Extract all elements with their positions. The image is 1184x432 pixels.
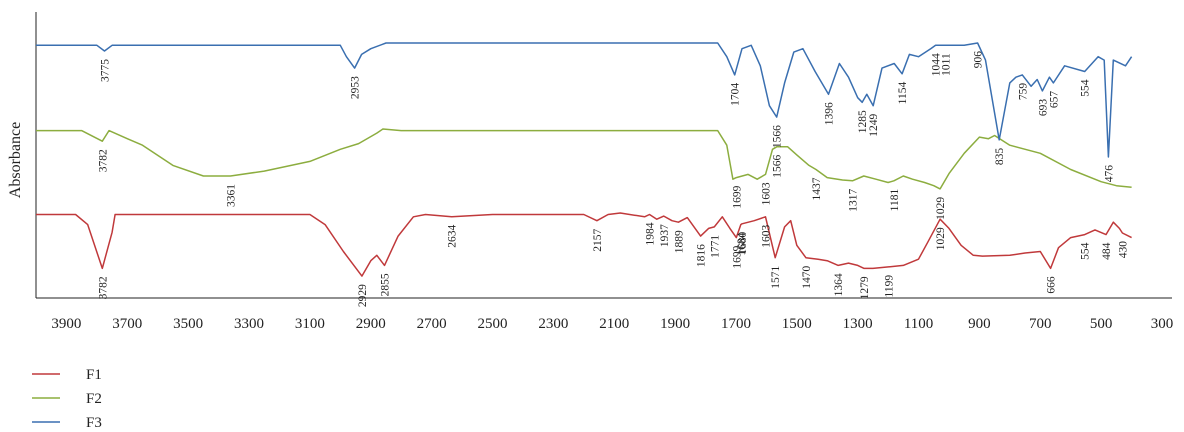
x-tick-label: 2700 <box>417 316 447 332</box>
peak-label: 554 <box>1080 79 1092 97</box>
peak-label: 1154 <box>897 82 909 105</box>
peak-label: 2929 <box>357 284 369 307</box>
x-tick-label: 2500 <box>477 316 507 332</box>
legend-label-f3: F3 <box>86 415 102 431</box>
peak-label: 1571 <box>770 265 782 288</box>
series-lines <box>36 42 1133 277</box>
peak-label: 1249 <box>868 113 880 136</box>
legend: F1 F2 F3 <box>32 367 102 431</box>
peak-label: 2953 <box>350 76 362 99</box>
peak-label: 430 <box>1117 241 1129 259</box>
x-tick-label: 1300 <box>843 316 873 332</box>
peak-label: 1011 <box>941 53 953 76</box>
x-tick-label: 3700 <box>112 316 142 332</box>
peak-label: 2855 <box>380 273 392 296</box>
peak-label: 1396 <box>824 102 836 125</box>
peak-label: 1684 <box>736 232 748 255</box>
peak-label: 1889 <box>673 230 685 253</box>
peak-label: 3361 <box>226 184 238 207</box>
peak-label: 666 <box>1046 276 1058 294</box>
peak-label: 1317 <box>848 189 860 212</box>
peak-label: 1470 <box>801 265 813 288</box>
x-axis-ticks: 3900 3700 3500 3300 3100 2900 2700 2500 2300 2100… <box>51 316 1173 332</box>
peak-label: 476 <box>1103 165 1115 183</box>
peak-label: 1181 <box>889 189 901 212</box>
series-line-f2 <box>36 128 1132 190</box>
peak-label: 2157 <box>592 228 604 251</box>
y-axis-label: Absorbance <box>7 122 24 198</box>
peak-label: 1566 <box>772 125 784 148</box>
x-tick-label: 2300 <box>538 316 568 332</box>
axes <box>35 12 1172 299</box>
x-tick-label: 500 <box>1090 316 1113 332</box>
peak-labels: 3782 2929 2855 2634 2157 1984 1937 1889 1816 1771… <box>97 51 1129 307</box>
peak-label: 1029 <box>935 197 947 220</box>
peak-label: 1699 <box>731 185 743 208</box>
peak-label: 3782 <box>97 276 109 299</box>
peak-label: 3782 <box>97 149 109 172</box>
series-line-f3 <box>36 42 1133 158</box>
peak-label: 1199 <box>883 275 895 298</box>
peak-label: 554 <box>1080 242 1092 260</box>
peak-label: 906 <box>973 51 985 69</box>
x-tick-label: 3500 <box>173 316 203 332</box>
peak-label: 1680 <box>737 232 749 255</box>
peak-label: 1699 <box>731 245 743 268</box>
peak-label: 1771 <box>709 235 721 258</box>
peak-label: 1937 <box>659 224 671 247</box>
x-tick-label: 2100 <box>599 316 629 332</box>
peak-label: 1285 <box>857 110 869 133</box>
peak-label: 484 <box>1101 242 1113 260</box>
x-tick-label: 3300 <box>234 316 264 332</box>
x-tick-label: 300 <box>1151 316 1174 332</box>
x-tick-label: 1500 <box>782 316 812 332</box>
peak-label: 1566 <box>772 155 784 178</box>
x-tick-label: 3100 <box>295 316 325 332</box>
x-tick-label: 2900 <box>356 316 386 332</box>
x-tick-label: 900 <box>968 316 991 332</box>
x-tick-label: 1100 <box>904 316 933 332</box>
peak-label: 1704 <box>730 83 742 106</box>
peak-label: 1364 <box>833 273 845 296</box>
peak-label: 759 <box>1017 83 1029 101</box>
peak-label: 1816 <box>696 244 708 267</box>
peak-label: 657 <box>1048 91 1060 109</box>
peak-label: 1279 <box>859 276 871 299</box>
x-tick-label: 1900 <box>660 316 690 332</box>
peak-label: 3775 <box>100 59 112 82</box>
peak-label: 1029 <box>935 227 947 250</box>
peak-label: 693 <box>1037 99 1049 117</box>
peak-label: 1603 <box>761 182 773 205</box>
peak-label: 1044 <box>931 53 943 76</box>
peak-label: 2634 <box>447 225 459 248</box>
series-line-f1 <box>36 212 1132 277</box>
peak-label: 1984 <box>645 222 657 245</box>
legend-label-f1: F1 <box>86 367 102 383</box>
legend-label-f2: F2 <box>86 391 102 407</box>
peak-label: 1437 <box>811 177 823 200</box>
peak-label: 1603 <box>761 225 773 248</box>
x-tick-label: 1700 <box>721 316 751 332</box>
x-tick-label: 700 <box>1029 316 1052 332</box>
peak-label: 835 <box>994 148 1006 166</box>
x-tick-label: 3900 <box>51 316 81 332</box>
